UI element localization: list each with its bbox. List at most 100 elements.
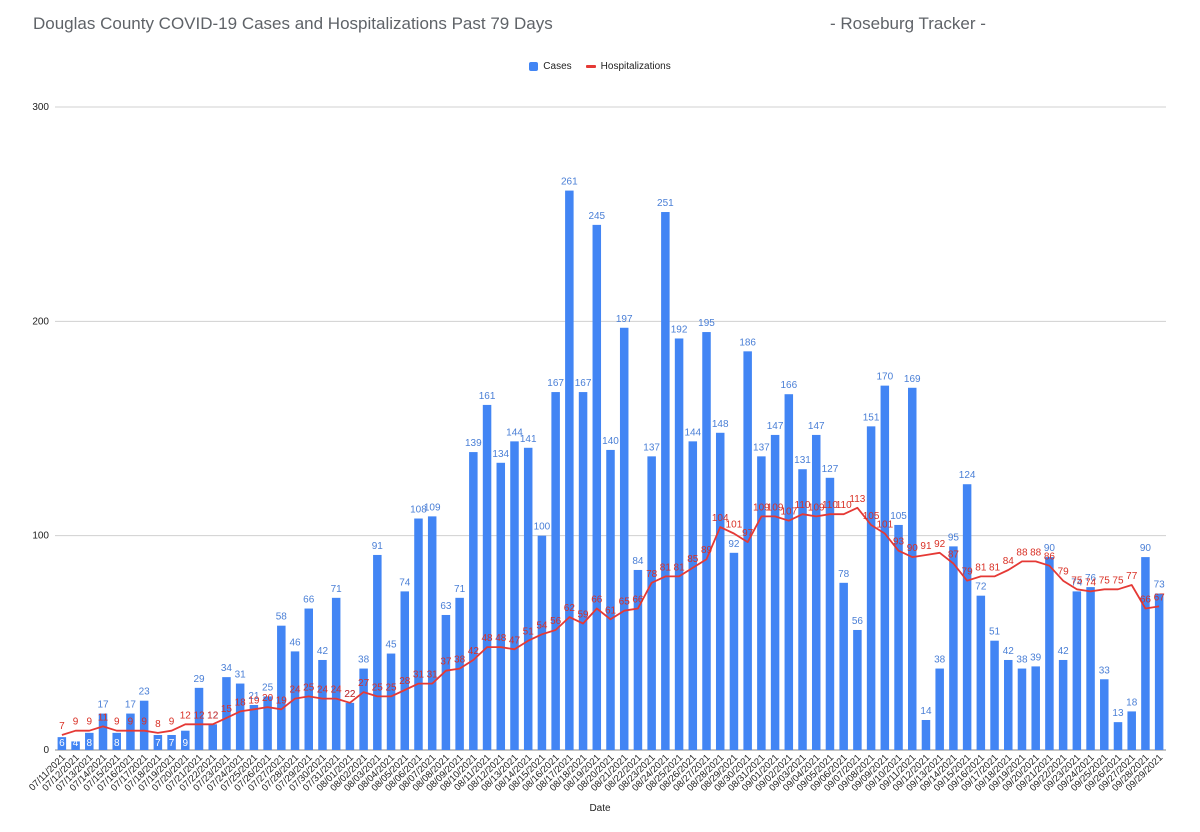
- data-label-cases: 8: [87, 738, 93, 749]
- data-label-hospitalizations: 97: [742, 528, 754, 539]
- bar-cases: [441, 614, 451, 750]
- data-label-cases: 167: [547, 378, 564, 389]
- bar-cases: [729, 552, 739, 750]
- data-label-hospitalizations: 9: [169, 717, 175, 728]
- bar-cases: [222, 677, 231, 750]
- data-label-cases: 140: [602, 436, 619, 447]
- data-label-hospitalizations: 9: [87, 717, 93, 728]
- data-label-cases: 108: [410, 505, 427, 516]
- data-label-cases: 251: [657, 198, 674, 209]
- data-label-hospitalizations: 31: [413, 670, 425, 681]
- legend-swatch-hospitalizations: [585, 65, 596, 68]
- data-label-hospitalizations: 101: [726, 520, 743, 531]
- data-label-hospitalizations: 101: [876, 520, 893, 531]
- bar-cases: [619, 327, 629, 750]
- bar-cases: [990, 640, 999, 750]
- bar-cases: [606, 449, 615, 750]
- legend-swatch-cases: [529, 62, 539, 71]
- data-label-cases: 38: [1016, 655, 1028, 666]
- bar-cases: [304, 608, 313, 750]
- data-label-hospitalizations: 109: [767, 502, 784, 513]
- bar-cases: [235, 683, 245, 750]
- bar-cases: [908, 387, 917, 750]
- bar-cases: [1045, 557, 1054, 750]
- bar-cases: [757, 456, 766, 750]
- bar-cases: [935, 668, 944, 750]
- bar-cases: [1113, 722, 1123, 750]
- data-label-hospitalizations: 47: [509, 635, 521, 646]
- data-label-cases: 105: [890, 511, 907, 522]
- bar-cases: [702, 332, 711, 750]
- data-label-hospitalizations: 31: [427, 670, 439, 681]
- bar-cases: [318, 659, 327, 750]
- data-label-hospitalizations: 18: [235, 697, 247, 708]
- data-label-hospitalizations: 25: [372, 682, 384, 693]
- bar-cases: [578, 392, 588, 750]
- bar-cases: [565, 190, 574, 751]
- data-label-cases: 197: [616, 314, 633, 325]
- data-label-hospitalizations: 104: [712, 513, 729, 524]
- data-label-cases: 17: [125, 700, 137, 711]
- data-label-hospitalizations: 56: [550, 616, 562, 627]
- data-label-hospitalizations: 25: [303, 682, 315, 693]
- data-label-hospitalizations: 74: [1085, 577, 1097, 588]
- bar-cases: [1017, 668, 1027, 750]
- bar-cases: [112, 732, 121, 750]
- data-label-hospitalizations: 7: [59, 721, 65, 732]
- data-label-hospitalizations: 24: [331, 685, 343, 696]
- data-label-cases: 42: [317, 646, 329, 657]
- data-label-cases: 144: [684, 427, 701, 438]
- bar-cases: [825, 477, 835, 750]
- data-label-cases: 100: [534, 522, 551, 533]
- data-label-hospitalizations: 110: [795, 500, 811, 511]
- data-label-cases: 4: [73, 738, 79, 749]
- data-label-hospitalizations: 28: [399, 676, 411, 687]
- bar-cases: [1058, 659, 1068, 750]
- data-label-hospitalizations: 81: [674, 562, 686, 573]
- data-label-hospitalizations: 110: [822, 500, 838, 511]
- data-label-hospitalizations: 91: [920, 541, 932, 552]
- y-tick-label: 300: [32, 102, 49, 113]
- legend-item-hospitalizations: Hospitalizations: [585, 61, 671, 72]
- data-label-hospitalizations: 62: [564, 603, 576, 614]
- data-label-cases: 71: [454, 584, 466, 595]
- data-label-cases: 46: [289, 637, 301, 648]
- data-label-cases: 42: [1003, 646, 1015, 657]
- data-label-cases: 51: [989, 627, 1001, 638]
- bar-cases: [249, 704, 259, 750]
- bar-cases: [263, 696, 272, 750]
- data-label-hospitalizations: 12: [207, 710, 219, 721]
- data-label-hospitalizations: 9: [114, 717, 120, 728]
- data-label-cases: 14: [920, 706, 932, 717]
- data-label-hospitalizations: 12: [180, 710, 192, 721]
- data-label-cases: 137: [643, 442, 660, 453]
- data-label-hospitalizations: 20: [262, 693, 274, 704]
- data-label-cases: 42: [1058, 646, 1070, 657]
- data-label-hospitalizations: 109: [753, 502, 770, 513]
- bar-cases: [661, 212, 670, 751]
- data-label-cases: 147: [808, 421, 825, 432]
- data-label-hospitalizations: 84: [1003, 556, 1015, 567]
- data-label-cases: 39: [1030, 652, 1042, 663]
- data-label-hospitalizations: 75: [1112, 575, 1124, 586]
- bar-cases: [537, 535, 547, 750]
- bar-cases: [331, 597, 341, 750]
- data-label-cases: 33: [1099, 665, 1111, 676]
- legend-label-hospitalizations: Hospitalizations: [600, 61, 671, 72]
- data-label-cases: 92: [728, 539, 740, 550]
- data-label-cases: 31: [235, 670, 247, 681]
- data-label-hospitalizations: 92: [934, 539, 946, 550]
- bar-cases: [1127, 711, 1136, 750]
- data-label-hospitalizations: 59: [578, 610, 590, 621]
- legend: Cases Hospitalizations: [0, 61, 1200, 72]
- bar-cases: [811, 434, 821, 750]
- bar-cases: [427, 516, 437, 750]
- data-label-cases: 13: [1112, 708, 1124, 719]
- data-label-cases: 74: [1071, 577, 1083, 588]
- data-label-hospitalizations: 88: [1016, 547, 1028, 558]
- data-label-hospitalizations: 19: [248, 695, 260, 706]
- bar-cases: [71, 741, 80, 750]
- data-label-cases: 23: [139, 687, 151, 698]
- bar-cases: [688, 441, 698, 750]
- data-label-cases: 139: [465, 438, 482, 449]
